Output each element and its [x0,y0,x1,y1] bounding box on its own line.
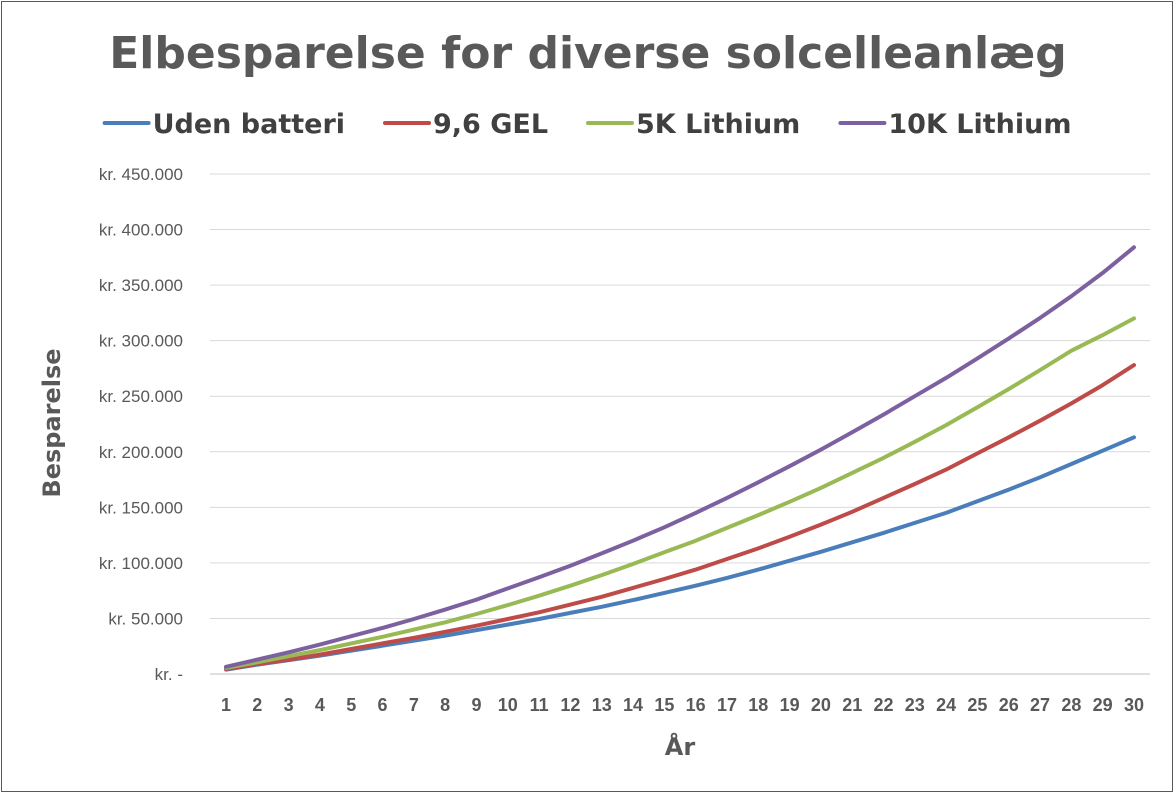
x-tick-label: 3 [284,695,294,715]
x-tick-label: 10 [498,695,518,715]
x-tick-label: 21 [842,695,862,715]
x-tick-label: 14 [623,695,643,715]
y-axis-label: Besparelse [38,348,66,497]
series-line-9-6-gel [224,363,1136,671]
y-tick-label: kr. 450.000 [99,165,183,184]
y-tick-label: kr. 200.000 [99,443,183,462]
x-tick-label: 25 [967,695,987,715]
y-axis-ticks: kr. - kr. 50.000 kr. 100.000 kr. 150.000 kr.… [99,165,183,684]
series-lines [224,245,1136,672]
legend-item: 5K Lithium [586,109,800,140]
legend-item: 9,6 GEL [383,109,548,140]
x-tick-label: 22 [874,695,894,715]
series-line-10k-lithium [224,245,1136,669]
legend-label: Uden batteri [153,109,345,140]
legend-item: 10K Lithium [838,109,1071,140]
x-tick-label: 13 [592,695,612,715]
x-tick-label: 24 [936,695,956,715]
legend-label: 10K Lithium [888,109,1071,140]
legend-label: 5K Lithium [636,109,800,140]
x-tick-label: 8 [440,695,450,715]
x-tick-label: 1 [221,695,231,715]
x-tick-label: 6 [378,695,388,715]
x-tick-label: 26 [999,695,1019,715]
x-axis-label: År [665,732,696,761]
x-tick-label: 29 [1093,695,1113,715]
x-tick-label: 15 [654,695,674,715]
x-tick-label: 11 [530,695,549,715]
x-tick-label: 23 [905,695,925,715]
y-tick-label: kr. 50.000 [108,609,183,628]
x-tick-label: 12 [560,695,580,715]
y-tick-label: kr. 400.000 [99,221,183,240]
legend-label: 9,6 GEL [433,109,548,140]
x-tick-label: 16 [686,695,706,715]
x-tick-label: 2 [252,695,262,715]
x-tick-label: 19 [780,695,800,715]
series-line-uden-batteri [224,435,1136,672]
x-tick-label: 17 [717,695,737,715]
y-tick-label: kr. 350.000 [99,276,183,295]
legend-item: Uden batteri [102,109,345,140]
x-tick-label: 9 [471,695,481,715]
x-tick-label: 5 [346,695,356,715]
x-tick-label: 27 [1030,695,1050,715]
x-tick-label: 7 [409,695,419,715]
y-tick-label: kr. - [155,665,183,684]
y-tick-label: kr. 250.000 [99,387,183,406]
x-tick-label: 18 [748,695,768,715]
legend: Uden batteri 9,6 GEL 5K Lithium 10K Lithium [102,109,1071,140]
gridlines [210,173,1150,675]
x-tick-label: 28 [1061,695,1081,715]
y-tick-label: kr. 100.000 [99,554,183,573]
x-tick-label: 30 [1124,695,1144,715]
series-line-5k-lithium [224,316,1136,670]
x-axis-ticks: 1 2 3 4 5 6 7 8 9 10 11 12 13 14 15 16 17 18 19 20 21 22 23 24 2… [221,695,1144,715]
chart-title: Elbesparelse for diverse solcelleanlæg [109,28,1067,79]
y-tick-label: kr. 300.000 [99,332,183,351]
y-tick-label: kr. 150.000 [99,498,183,517]
x-tick-label: 20 [811,695,831,715]
x-tick-label: 4 [315,695,325,715]
